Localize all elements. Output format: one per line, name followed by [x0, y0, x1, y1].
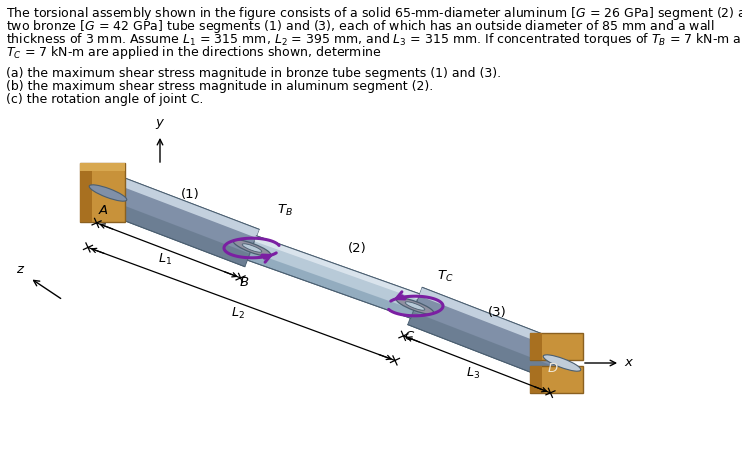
Text: $B$: $B$: [239, 276, 249, 289]
Polygon shape: [530, 366, 583, 393]
Text: $T_C$ = 7 kN-m are applied in the directions shown, determine: $T_C$ = 7 kN-m are applied in the direct…: [6, 44, 381, 61]
Polygon shape: [419, 287, 569, 353]
Polygon shape: [530, 366, 542, 393]
Text: $y$: $y$: [155, 117, 165, 131]
Text: two bronze [$G$ = 42 GPa] tube segments (1) and (3), each of which has an outsid: two bronze [$G$ = 42 GPa] tube segments …: [6, 18, 715, 35]
Polygon shape: [248, 252, 414, 318]
Polygon shape: [530, 333, 542, 360]
Polygon shape: [248, 236, 419, 318]
Ellipse shape: [396, 298, 434, 314]
Text: $x$: $x$: [624, 356, 634, 370]
Text: (b) the maximum shear stress magnitude in aluminum segment (2).: (b) the maximum shear stress magnitude i…: [6, 80, 433, 93]
Ellipse shape: [89, 185, 127, 201]
Polygon shape: [408, 287, 569, 382]
Text: (1): (1): [180, 188, 199, 201]
Ellipse shape: [233, 240, 271, 256]
Polygon shape: [408, 312, 559, 382]
Polygon shape: [255, 236, 419, 299]
Text: $T_C$: $T_C$: [437, 269, 453, 284]
Polygon shape: [80, 163, 125, 222]
Ellipse shape: [405, 302, 424, 310]
Text: (a) the maximum shear stress magnitude in bronze tube segments (1) and (3).: (a) the maximum shear stress magnitude i…: [6, 67, 501, 80]
Polygon shape: [112, 174, 259, 238]
Text: (3): (3): [487, 306, 506, 319]
Text: $L_1$: $L_1$: [158, 252, 172, 267]
Text: thickness of 3 mm. Assume $L_1$ = 315 mm, $L_2$ = 395 mm, and $L_3$ = 315 mm. If: thickness of 3 mm. Assume $L_1$ = 315 mm…: [6, 31, 742, 48]
Text: $L_2$: $L_2$: [231, 306, 245, 321]
Text: $z$: $z$: [16, 263, 25, 276]
Text: $C$: $C$: [404, 330, 416, 343]
Polygon shape: [101, 174, 259, 267]
Text: (2): (2): [348, 242, 367, 255]
Text: (c) the rotation angle of joint C.: (c) the rotation angle of joint C.: [6, 93, 203, 106]
Polygon shape: [80, 163, 125, 171]
Text: The torsional assembly shown in the figure consists of a solid 65-mm-diameter al: The torsional assembly shown in the figu…: [6, 5, 742, 22]
Ellipse shape: [543, 355, 581, 371]
Text: $T_B$: $T_B$: [277, 203, 293, 218]
Text: $A$: $A$: [97, 203, 108, 217]
Polygon shape: [80, 163, 92, 222]
Polygon shape: [530, 333, 583, 360]
Ellipse shape: [242, 244, 262, 252]
Text: $D$: $D$: [547, 361, 559, 374]
Text: $L_3$: $L_3$: [466, 366, 480, 381]
Polygon shape: [101, 199, 250, 267]
